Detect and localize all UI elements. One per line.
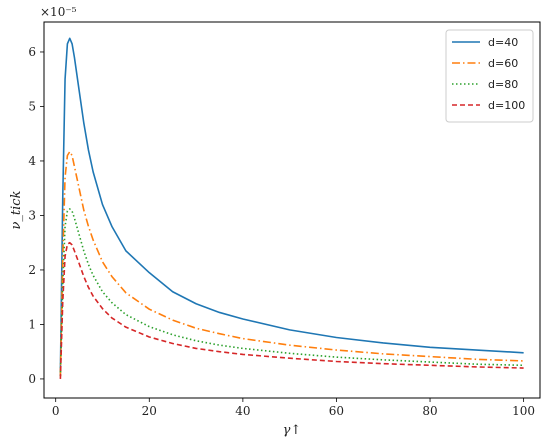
x-tick-label: 40: [235, 404, 250, 418]
plot-area: [59, 37, 524, 379]
y-multiplier-label: ×10⁻⁵: [40, 5, 77, 19]
y-axis-label: ν_tick: [9, 190, 24, 229]
series-line-d-40: [59, 37, 524, 374]
x-tick-label: 60: [329, 404, 344, 418]
x-tick-label: 0: [52, 404, 60, 418]
series-line-d-80: [59, 208, 524, 377]
x-axis-label: γ↑: [283, 423, 302, 438]
y-tick-label: 0: [28, 372, 36, 386]
y-tick-label: 6: [28, 45, 36, 59]
x-axis: 0 20 40 60 80 100: [52, 398, 535, 418]
x-tick-label: 100: [512, 404, 535, 418]
x-tick-label: 20: [142, 404, 157, 418]
y-tick-label: 3: [28, 208, 36, 222]
y-axis: 0 1 2 3 4 5 6: [28, 45, 44, 386]
y-tick-label: 5: [28, 99, 36, 113]
legend-entry: d=60: [488, 57, 518, 70]
series-line-d-60: [59, 150, 524, 377]
axes-frame: [43, 21, 541, 399]
series-line-d-100: [59, 241, 524, 379]
legend-box: [445, 29, 534, 123]
x-tick-label: 80: [422, 404, 437, 418]
legend-entry: d=80: [488, 78, 518, 91]
y-tick-label: 1: [28, 317, 36, 331]
y-tick-label: 2: [28, 263, 36, 277]
legend-entry: d=40: [488, 36, 518, 49]
legend: d=40 d=60 d=80 d=100: [445, 29, 534, 123]
y-tick-label: 4: [28, 154, 36, 168]
legend-entry: d=100: [488, 99, 525, 112]
